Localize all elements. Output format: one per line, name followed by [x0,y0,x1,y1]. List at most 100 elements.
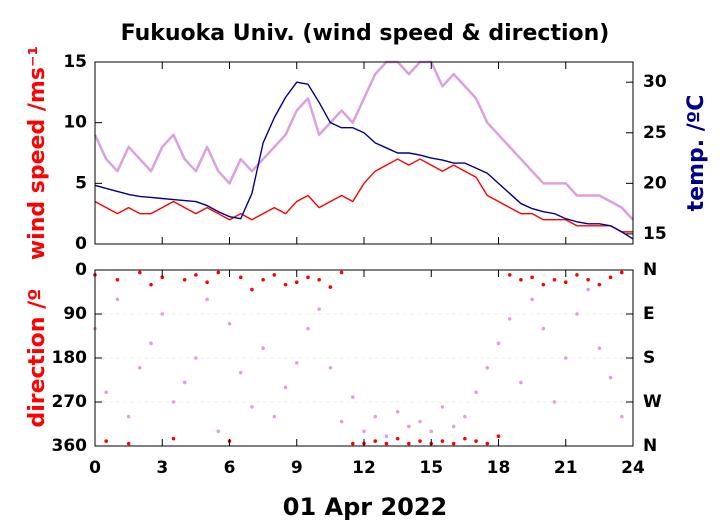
data-point [429,429,434,434]
data-point [619,270,624,275]
data-point [519,380,523,385]
data-point [586,287,590,292]
data-point [451,424,456,429]
series-line [93,60,634,221]
data-point [418,419,422,424]
data-point [171,400,176,404]
data-point [619,414,624,419]
data-point [350,395,355,399]
data-point [608,275,613,280]
data-point [328,365,333,370]
data-point [115,277,120,282]
series-line [94,81,634,240]
data-point [272,414,277,419]
x-tick-label: 3 [156,458,168,478]
data-point [575,273,579,277]
y2-tick-label: W [643,392,662,412]
data-point [384,434,389,439]
data-point [485,365,490,370]
data-point [205,297,209,302]
y2-tick-label: E [643,304,655,324]
data-point [373,439,378,443]
data-point [407,424,411,429]
data-point [552,277,557,282]
y-axis-label: direction /º [25,288,50,427]
data-point [250,405,254,409]
data-point [563,356,568,360]
data-point [261,346,265,351]
chart-title: Fukuoka Univ. (wind speed & direction) [121,21,610,46]
data-point [395,409,400,414]
data-point [496,341,501,346]
data-point [104,439,109,443]
data-point [317,277,321,282]
data-point [317,307,321,311]
data-point [216,270,221,275]
data-point [575,312,579,316]
data-point [608,375,613,380]
data-point [519,277,523,282]
data-point [507,273,512,277]
data-point [182,380,187,385]
data-point [552,400,557,404]
y-tick-label: 180 [52,348,88,368]
y2-axis-label: temp. /ºC [684,95,709,212]
data-point [194,273,198,277]
data-point [306,275,310,280]
data-point [182,277,187,282]
data-point [530,275,534,280]
data-point [283,282,288,287]
data-point [530,297,534,302]
data-point [474,390,478,395]
data-point [250,287,254,292]
data-point [261,277,265,282]
data-point [339,419,344,424]
x-axis-label: 01 Apr 2022 [283,493,448,521]
data-point [104,390,109,395]
y2-tick-label: 15 [643,224,667,244]
x-tick-label: 15 [419,458,443,478]
data-point [507,317,512,321]
series-line [94,158,633,233]
data-point [171,436,176,441]
data-point [463,436,467,441]
data-point [227,321,232,326]
data-point [418,439,422,443]
data-point [451,441,456,446]
data-point [294,280,299,285]
y-tick-label: 5 [75,173,87,193]
data-point [138,270,142,275]
data-point [597,282,602,287]
x-tick-label: 18 [487,458,511,478]
data-point [597,346,602,351]
data-point [160,275,165,280]
data-point [373,414,378,419]
data-point [238,275,243,280]
x-tick-label: 21 [554,458,578,478]
data-point [160,312,165,316]
x-tick-label: 24 [621,458,645,478]
x-tick-label: 0 [89,458,101,478]
data-point [586,277,590,282]
data-point [306,326,310,331]
y2-tick-label: 25 [643,123,667,143]
data-point [485,441,490,446]
y-tick-label: 15 [63,52,87,72]
data-point [138,365,142,370]
data-point [384,441,389,446]
data-point [541,282,546,287]
data-point [350,441,355,446]
data-point [362,429,366,434]
data-point [339,270,344,275]
y2-tick-label: 30 [643,72,667,92]
data-point [328,285,333,289]
data-point [126,414,131,419]
y2-tick-label: N [643,436,657,456]
data-point [149,282,153,287]
data-point [294,361,299,365]
data-point [395,436,400,441]
data-point [149,341,153,346]
data-point [563,280,568,285]
y2-tick-label: 20 [643,173,667,193]
